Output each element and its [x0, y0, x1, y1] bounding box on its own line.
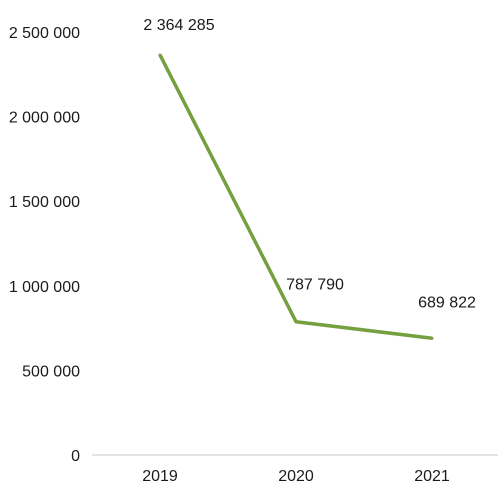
x-tick-label: 2020 — [278, 468, 314, 485]
y-tick-label: 0 — [71, 448, 80, 465]
series-line — [158, 54, 433, 341]
data-point — [158, 53, 162, 57]
data-label-layer: 2 364 285 787 790 689 822 — [143, 17, 476, 311]
x-tick-label: 2019 — [142, 468, 178, 485]
y-tick-label: 2 500 000 — [9, 25, 80, 42]
x-tick-label: 2021 — [414, 468, 450, 485]
y-tick-label: 500 000 — [22, 363, 80, 380]
x-axis: 2019 2020 2021 — [92, 454, 498, 485]
y-axis: 0 500 000 1 000 000 1 500 000 2 000 000 2 500… — [9, 25, 80, 465]
y-tick-label: 2 000 000 — [9, 110, 80, 127]
y-tick-label: 1 500 000 — [9, 194, 80, 211]
data-label: 2 364 285 — [143, 17, 214, 34]
data-label: 689 822 — [418, 294, 476, 311]
data-point — [430, 336, 434, 340]
series-layer — [158, 53, 434, 341]
data-label: 787 790 — [286, 277, 344, 294]
y-tick-label: 1 000 000 — [9, 279, 80, 296]
data-point — [294, 320, 298, 324]
